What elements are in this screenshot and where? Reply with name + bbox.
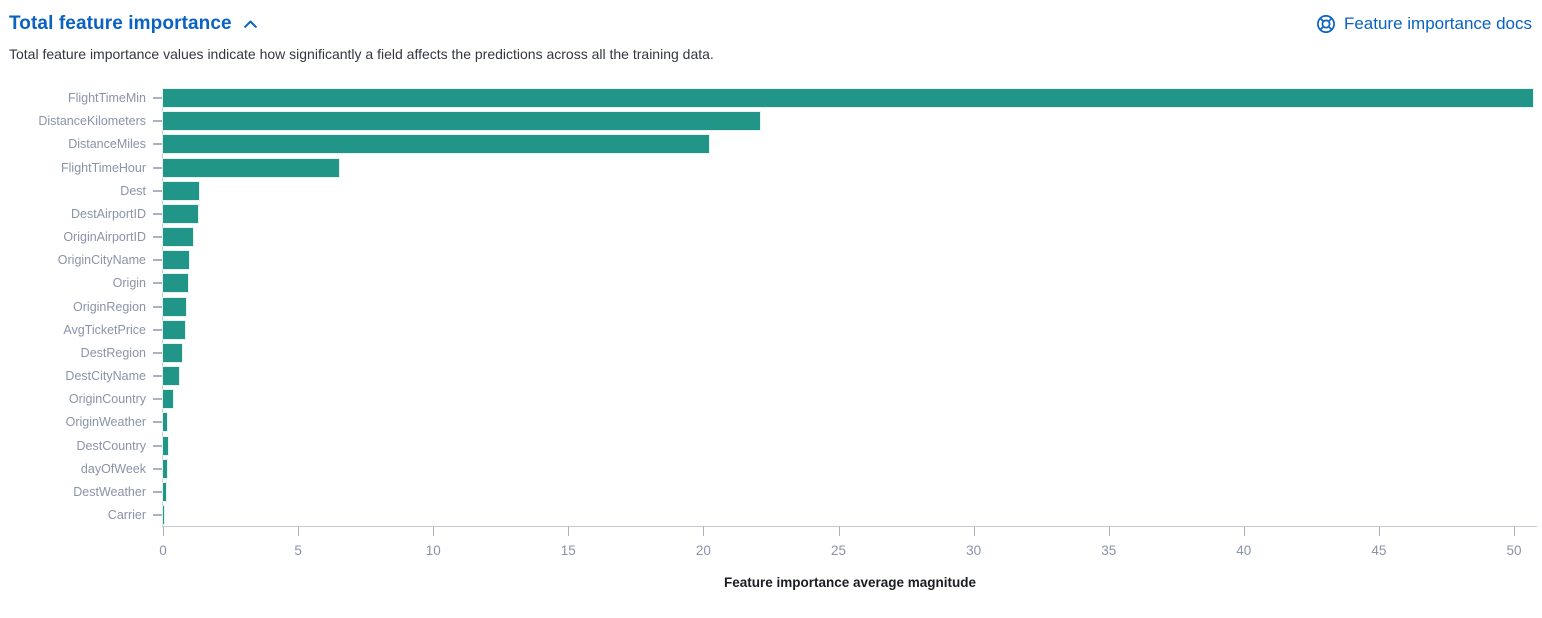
y-axis-label-Origin: Origin <box>112 276 146 291</box>
bar-OriginAirportID <box>163 228 193 247</box>
bar-dayOfWeek <box>163 459 168 478</box>
y-axis-tick <box>153 166 162 169</box>
x-axis-tick <box>973 527 975 536</box>
bar-FlightTimeMin <box>163 89 1533 107</box>
y-axis-tick <box>153 143 162 146</box>
y-axis-tick <box>153 351 162 354</box>
y-axis-tick <box>153 189 162 192</box>
y-axis-tick <box>153 305 162 308</box>
feature-importance-bar-chart: FlightTimeMin DistanceKilometers DistanceM… <box>0 86 1542 601</box>
x-axis-tick <box>1378 527 1380 536</box>
y-axis-tick <box>153 421 162 424</box>
y-axis-tick <box>153 398 162 401</box>
bar-DestCountry <box>163 436 168 455</box>
bar-DestCityName <box>163 367 179 386</box>
bar-OriginRegion <box>163 297 186 316</box>
y-axis-label-OriginCountry: OriginCountry <box>68 392 146 407</box>
y-axis-label-DestRegion: DestRegion <box>80 345 146 360</box>
x-axis-tick-label: 45 <box>1371 543 1387 558</box>
x-axis-tick-label: 15 <box>560 543 576 558</box>
y-axis-label-DestWeather: DestWeather <box>73 484 146 499</box>
bar-OriginWeather <box>163 413 168 432</box>
bar-OriginCityName <box>163 251 190 270</box>
y-axis-tick <box>153 490 162 493</box>
bar-DistanceKilometers <box>163 112 761 131</box>
panel-header: Total feature importance Feature importa… <box>0 0 1542 35</box>
y-axis-tick <box>153 259 162 262</box>
x-axis-tick <box>433 527 435 536</box>
docs-link-label: Feature importance docs <box>1343 14 1532 33</box>
x-axis-tick <box>1108 527 1110 536</box>
y-axis-tick <box>153 236 162 239</box>
x-axis-tick <box>1514 527 1516 536</box>
y-axis-label-FlightTimeHour: FlightTimeHour <box>61 160 146 175</box>
help-docs-icon <box>1317 15 1335 33</box>
x-axis-tick <box>703 527 705 536</box>
y-axis-label-OriginRegion: OriginRegion <box>73 299 146 314</box>
x-axis-line <box>162 526 1537 527</box>
x-axis-tick-label: 50 <box>1506 543 1522 558</box>
y-axis-label-AvgTicketPrice: AvgTicketPrice <box>63 322 146 337</box>
bar-AvgTicketPrice <box>163 320 185 339</box>
x-axis-title: Feature importance average magnitude <box>723 575 977 590</box>
chevron-up-icon <box>243 20 257 28</box>
bar-Origin <box>163 274 189 293</box>
y-axis-label-DistanceMiles: DistanceMiles <box>68 137 146 152</box>
y-axis-tick <box>153 444 162 447</box>
y-axis-tick <box>153 120 162 123</box>
x-axis-tick <box>163 527 164 536</box>
bar-DistanceMiles <box>163 135 709 154</box>
x-axis-tick <box>568 527 570 536</box>
y-axis-label-OriginWeather: OriginWeather <box>65 415 146 430</box>
y-axis-tick <box>153 375 162 378</box>
x-axis-tick-label: 20 <box>695 543 711 558</box>
y-axis-label-dayOfWeek: dayOfWeek <box>80 461 146 476</box>
bar-DestRegion <box>163 343 182 362</box>
y-axis-line <box>162 88 163 526</box>
x-axis-tick <box>838 527 840 536</box>
y-axis-tick <box>153 97 162 99</box>
y-axis-label-Dest: Dest <box>120 183 146 198</box>
x-axis-tick-label: 0 <box>159 543 167 558</box>
bar-FlightTimeHour <box>163 158 339 177</box>
y-axis-tick <box>153 282 162 285</box>
y-axis-label-Carrier: Carrier <box>107 508 146 523</box>
x-axis-tick-label: 35 <box>1101 543 1117 558</box>
bar-DestWeather <box>163 482 167 501</box>
x-axis-tick <box>298 527 300 536</box>
feature-importance-docs-link[interactable]: Feature importance docs <box>1316 14 1532 34</box>
y-axis-label-DestCityName: DestCityName <box>65 369 146 384</box>
y-axis-label-DestCountry: DestCountry <box>76 438 146 453</box>
y-axis-tick <box>153 328 162 331</box>
x-axis-tick-label: 25 <box>831 543 847 558</box>
section-description: Total feature importance values indicate… <box>9 46 714 62</box>
section-title: Total feature importance <box>9 13 232 34</box>
x-axis-tick <box>1243 527 1245 536</box>
bar-DestAirportID <box>163 204 199 223</box>
y-axis-tick <box>153 467 162 470</box>
x-axis-tick-label: 30 <box>966 543 982 558</box>
bar-Dest <box>163 181 200 200</box>
y-axis-label-DestAirportID: DestAirportID <box>70 206 146 221</box>
y-axis-label-OriginAirportID: OriginAirportID <box>63 230 146 245</box>
bar-Carrier <box>163 506 164 525</box>
y-axis-label-DistanceKilometers: DistanceKilometers <box>38 114 146 129</box>
bar-OriginCountry <box>163 390 174 409</box>
y-axis-tick <box>153 514 162 517</box>
total-feature-importance-accordion-toggle[interactable]: Total feature importance <box>9 13 259 35</box>
x-axis-tick-label: 40 <box>1236 543 1252 558</box>
y-axis-tick <box>153 212 162 215</box>
x-axis-tick-label: 5 <box>294 543 302 558</box>
y-axis-label-OriginCityName: OriginCityName <box>57 253 146 268</box>
x-axis-tick-label: 10 <box>425 543 441 558</box>
y-axis-label-FlightTimeMin: FlightTimeMin <box>67 91 146 105</box>
